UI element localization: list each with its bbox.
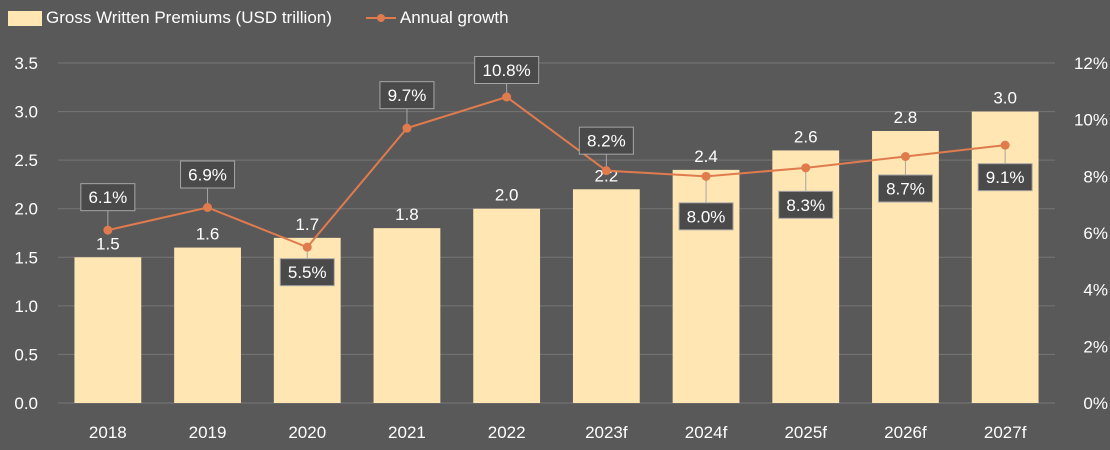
y-right-tick-label: 12% <box>1074 54 1108 73</box>
x-tick-label: 2022 <box>488 423 526 442</box>
growth-point <box>502 92 512 102</box>
legend-item-premiums: Gross Written Premiums (USD trillion) <box>8 8 332 28</box>
legend-swatch-bar <box>8 10 42 26</box>
y-right-tick-label: 2% <box>1083 337 1108 356</box>
bar-value-label: 2.8 <box>894 108 918 127</box>
growth-point <box>103 225 113 235</box>
growth-value-label: 8.2% <box>587 132 626 151</box>
callout-box <box>678 202 734 231</box>
callout-box <box>778 190 834 219</box>
callout-box <box>474 56 540 84</box>
growth-value-label: 10.8% <box>483 61 531 80</box>
legend-label-growth: Annual growth <box>399 8 509 27</box>
y-left-tick-label: 1.0 <box>14 297 38 316</box>
growth-point <box>601 166 611 176</box>
x-tick-label: 2024f <box>685 423 728 442</box>
bar <box>174 247 241 403</box>
bar-value-label: 1.6 <box>196 225 220 244</box>
bar-value-label: 2.6 <box>794 127 818 146</box>
x-tick-label: 2026f <box>884 423 927 442</box>
x-tick-label: 2027f <box>984 423 1027 442</box>
y-right-tick-label: 6% <box>1083 224 1108 243</box>
bar-value-label: 2.4 <box>694 147 718 166</box>
legend-item-growth: Annual growth <box>365 8 509 28</box>
growth-value-label: 9.1% <box>986 168 1025 187</box>
x-tick-label: 2021 <box>388 423 426 442</box>
growth-value-label: 8.7% <box>886 180 925 199</box>
callout-box <box>279 258 335 287</box>
legend-label-premiums: Gross Written Premiums (USD trillion) <box>46 8 332 27</box>
growth-point <box>701 171 711 181</box>
growth-line <box>107 95 1006 249</box>
x-tick-label: 2018 <box>89 423 127 442</box>
y-left-tick-label: 3.0 <box>14 103 38 122</box>
y-right-tick-label: 8% <box>1083 167 1108 186</box>
growth-value-label: 5.5% <box>288 263 327 282</box>
growth-value-label: 8.3% <box>786 196 825 215</box>
bar-value-label: 2.0 <box>495 186 519 205</box>
callout-box <box>379 81 435 110</box>
growth-point <box>203 203 213 212</box>
y-right-tick-label: 0% <box>1083 394 1108 413</box>
x-tick-label: 2023f <box>585 423 628 442</box>
callout-box <box>977 163 1033 192</box>
growth-point <box>302 242 312 252</box>
x-tick-label: 2020 <box>288 423 326 442</box>
chart-legend: Gross Written Premiums (USD trillion) An… <box>8 6 543 30</box>
bar-value-label: 1.5 <box>96 234 120 253</box>
callout-box <box>180 160 236 189</box>
y-left-tick-label: 2.5 <box>14 151 38 170</box>
y-left-tick-label: 0.0 <box>14 394 38 413</box>
growth-value-label: 8.0% <box>687 207 726 226</box>
bar <box>373 228 441 403</box>
bar-value-label: 1.8 <box>395 205 419 224</box>
bar <box>473 208 541 403</box>
y-right-tick-label: 4% <box>1083 281 1108 300</box>
legend-swatch-line <box>365 14 396 22</box>
y-left-tick-label: 0.5 <box>14 345 38 364</box>
callout-box <box>877 174 933 203</box>
growth-value-label: 6.9% <box>188 166 227 185</box>
callout-box <box>578 126 634 155</box>
x-tick-label: 2019 <box>189 423 227 442</box>
y-left-tick-label: 2.0 <box>14 200 38 219</box>
bar <box>74 257 142 403</box>
growth-point <box>900 152 910 161</box>
growth-value-label: 6.1% <box>88 188 127 207</box>
bar-value-label: 1.7 <box>295 215 319 234</box>
growth-point <box>801 163 811 173</box>
growth-value-label: 9.7% <box>388 86 427 105</box>
callout-box <box>80 183 136 212</box>
y-left-tick-label: 3.5 <box>14 54 38 73</box>
x-tick-label: 2025f <box>784 423 827 442</box>
bar <box>572 189 640 403</box>
growth-point <box>1000 140 1010 150</box>
bar-value-label: 3.0 <box>993 89 1017 108</box>
growth-point <box>402 123 412 133</box>
y-right-tick-label: 10% <box>1074 111 1108 130</box>
y-left-tick-label: 1.5 <box>14 248 38 267</box>
